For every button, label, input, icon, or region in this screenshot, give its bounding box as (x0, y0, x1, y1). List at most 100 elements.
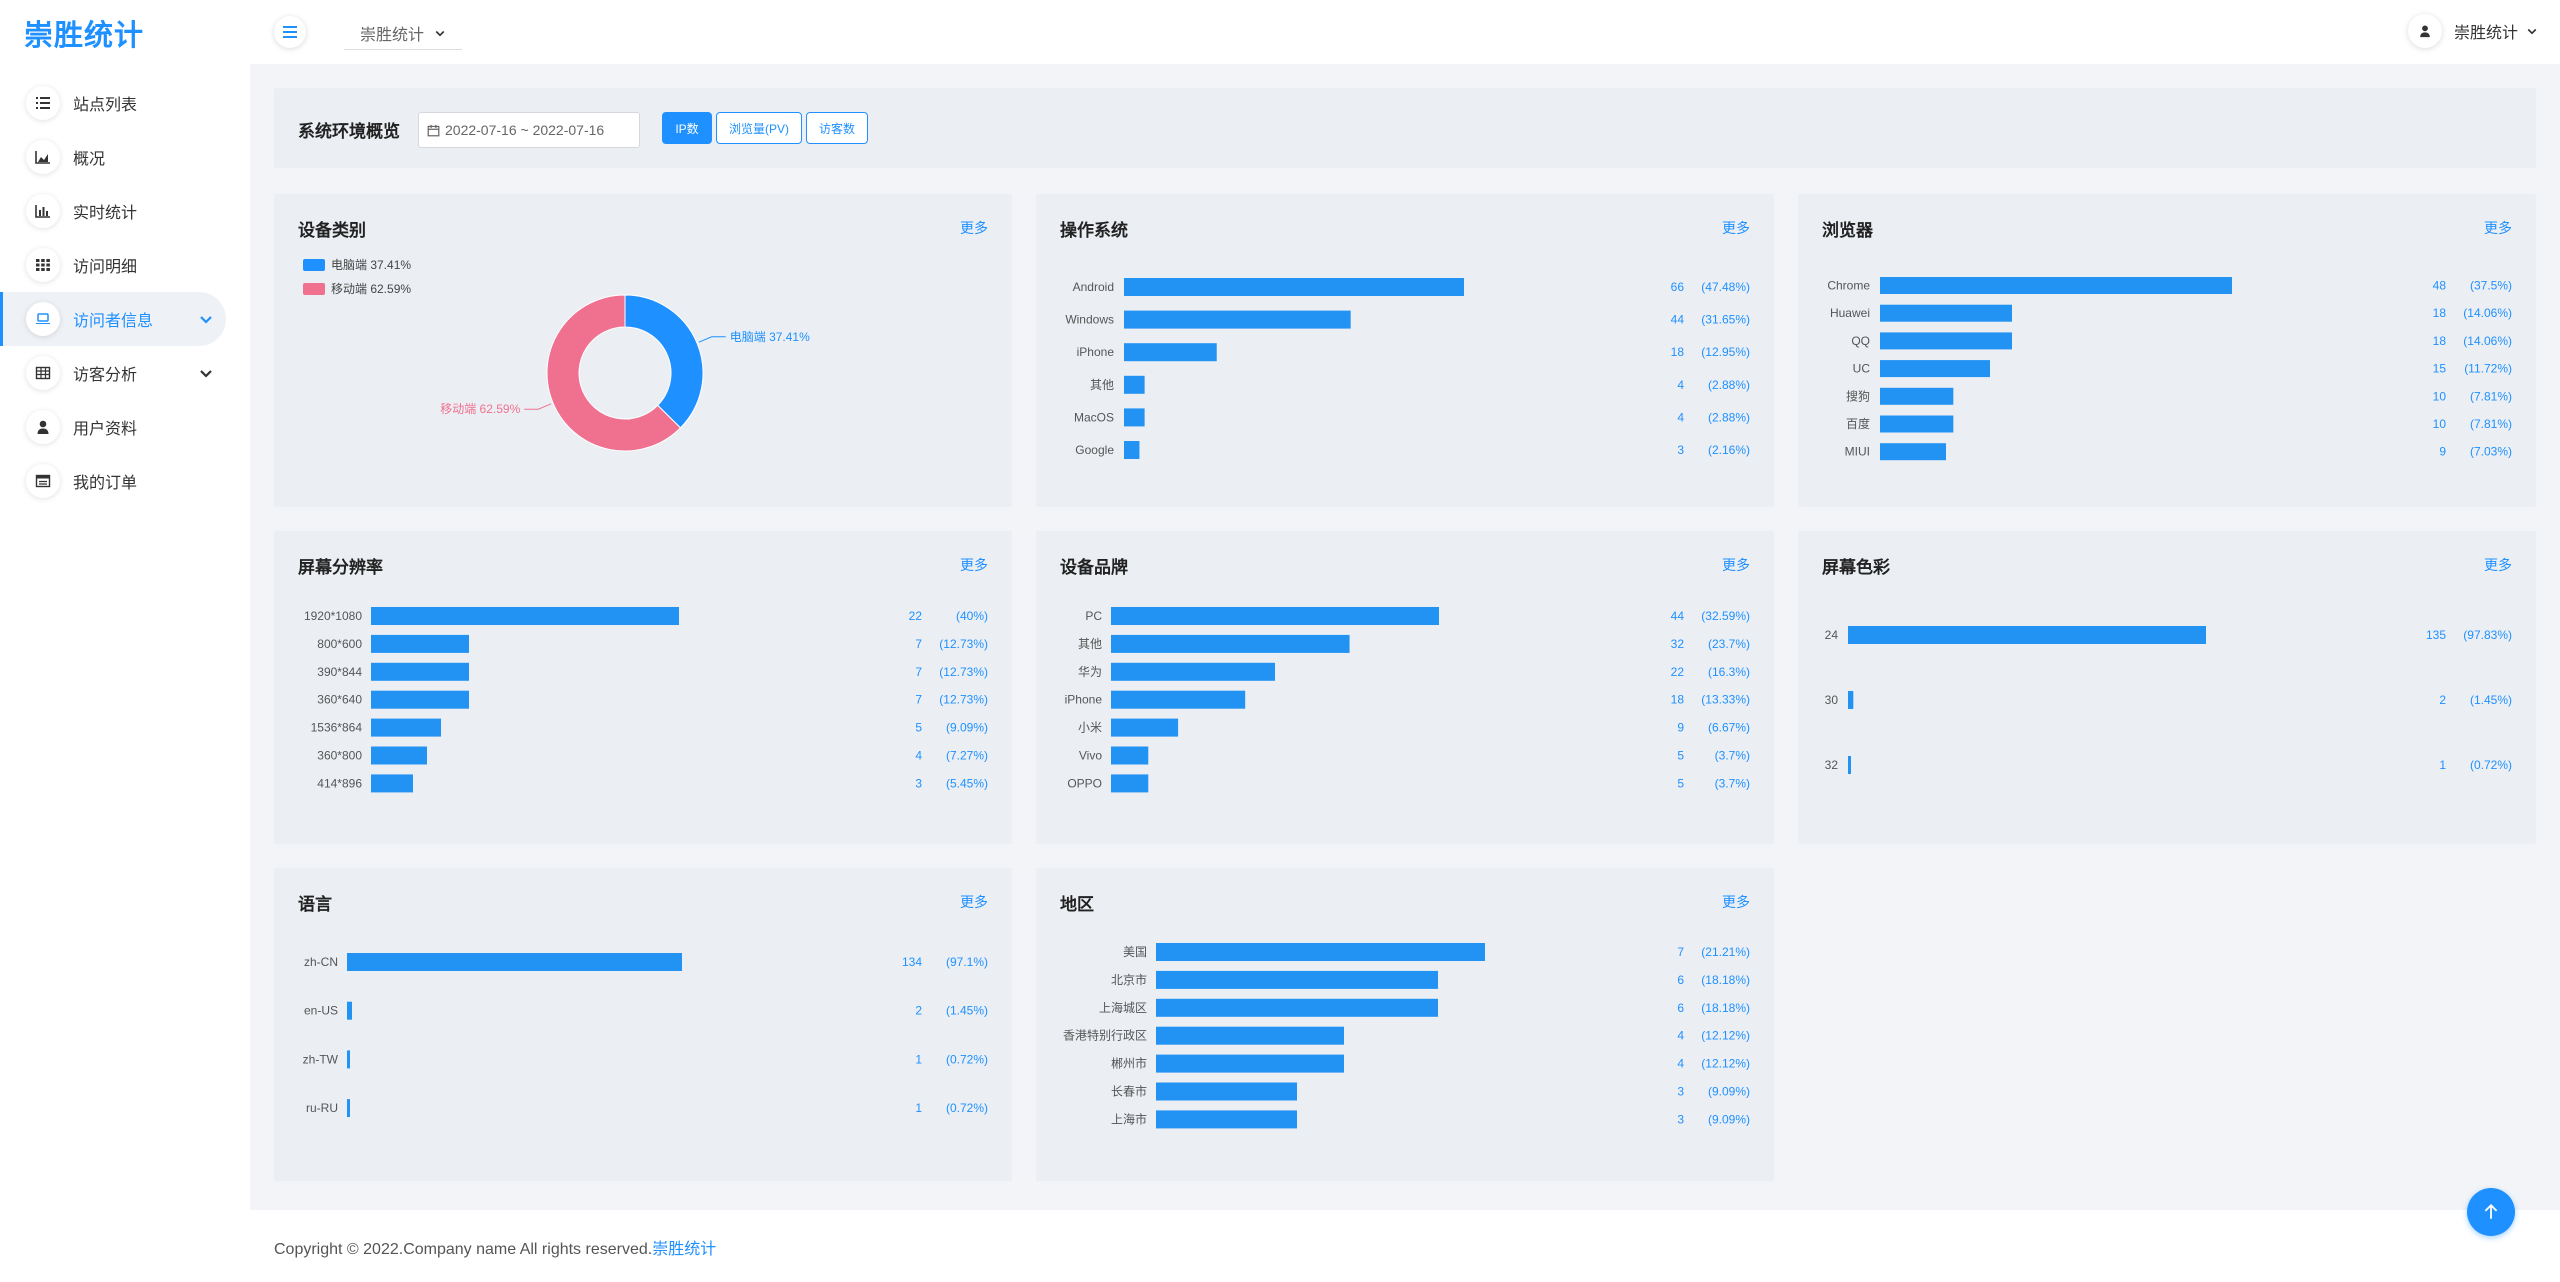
bar-percent-label: (5.45%) (946, 776, 988, 790)
bar-percent-label: (97.1%) (946, 955, 988, 969)
pageview-button[interactable]: 浏览量(PV) (716, 112, 802, 144)
bar-category-label: zh-TW (303, 1052, 339, 1066)
bar-category-label: MIUI (1845, 445, 1870, 459)
bar-value-label: 6 (1677, 1001, 1684, 1015)
bar-value-label: 48 (2433, 279, 2447, 293)
more-link[interactable]: 更多 (1722, 557, 1750, 573)
bar-percent-label: (12.12%) (1701, 1029, 1750, 1043)
bar (1156, 1082, 1297, 1101)
bar-category-label: Windows (1065, 313, 1114, 327)
bar (371, 718, 441, 737)
sidebar-item-overview[interactable]: 概况 (0, 130, 250, 184)
site-select-value: 崇胜统计 (360, 26, 425, 44)
bar-category-label: Android (1073, 280, 1114, 294)
more-link[interactable]: 更多 (960, 894, 988, 910)
bar-category-label: 32 (1825, 758, 1839, 772)
more-link[interactable]: 更多 (960, 557, 988, 573)
bar (1111, 774, 1149, 793)
sidebar-item-visitor-info[interactable]: 访问者信息 (0, 292, 250, 346)
more-link[interactable]: 更多 (2484, 220, 2512, 236)
bar-percent-label: (9.09%) (1708, 1112, 1750, 1126)
bar-value-label: 44 (1671, 609, 1685, 623)
bar (1111, 690, 1246, 709)
sidebar-item-label: 站点列表 (73, 97, 138, 114)
bar-value-label: 18 (2433, 334, 2447, 348)
bar-category-label: 百度 (1846, 416, 1870, 431)
card-title: 浏览器 (1822, 221, 1873, 240)
bar-value-label: 7 (915, 665, 922, 679)
hamburger-icon (283, 26, 297, 38)
sidebar-item-label: 访客分析 (73, 367, 138, 384)
sidebar-item-visitor-analysis[interactable]: 访客分析 (0, 346, 250, 400)
bar-percent-label: (40%) (956, 609, 988, 623)
bar-value-label: 135 (2426, 628, 2446, 642)
app-logo[interactable]: 崇胜统计 (24, 20, 145, 52)
bar-category-label: UC (1853, 362, 1871, 376)
more-link[interactable]: 更多 (960, 220, 988, 236)
footer-brand-link[interactable]: 崇胜统计 (652, 1241, 717, 1258)
menu-toggle-button[interactable] (274, 16, 306, 48)
bar (371, 774, 413, 793)
bar (1848, 756, 1851, 774)
bar (371, 662, 469, 681)
bar-percent-label: (2.88%) (1708, 378, 1750, 392)
bar (1156, 943, 1485, 961)
bar-category-label: 30 (1825, 693, 1839, 707)
more-link[interactable]: 更多 (1722, 894, 1750, 910)
sidebar-item-visit-detail[interactable]: 访问明细 (0, 238, 250, 292)
ip-count-button[interactable]: IP数 (662, 112, 712, 144)
bar-percent-label: (11.72%) (2464, 362, 2512, 376)
bar-percent-label: (0.72%) (2470, 758, 2512, 772)
bar-value-label: 4 (1677, 1029, 1684, 1043)
legend-swatch (303, 259, 325, 271)
sidebar-nav: 站点列表 概况 实时统计 访问明细 访问者信息 访客分析 用户资料 (0, 76, 250, 508)
sidebar-item-label: 我的订单 (73, 475, 138, 492)
sidebar-item-user-profile[interactable]: 用户资料 (0, 400, 250, 454)
bar-category-label: 其他 (1078, 637, 1102, 651)
bar (1111, 718, 1179, 737)
bar-percent-label: (18.18%) (1701, 1001, 1750, 1015)
bar-value-label: 22 (1671, 665, 1685, 679)
sidebar-item-my-orders[interactable]: 我的订单 (0, 454, 250, 508)
sidebar: 崇胜统计 站点列表 概况 实时统计 访问明细 访问者信息 访客分析 (0, 0, 250, 1282)
back-to-top-button[interactable] (2467, 1188, 2515, 1236)
bar-value-label: 3 (915, 776, 922, 790)
laptop-icon (26, 302, 60, 336)
bar-percent-label: (12.73%) (939, 693, 988, 707)
bar-percent-label: (32.59%) (1701, 609, 1750, 623)
bar-category-label: iPhone (1077, 345, 1115, 359)
user-icon (26, 410, 60, 444)
bar (1880, 443, 1946, 461)
chevron-down-icon (435, 30, 445, 36)
resolution-bar-chart: 1920*1080 22 (40%) 800*600 7 (12.73%) 390*844 7… (304, 607, 988, 793)
bar-category-label: 上海市 (1111, 1111, 1147, 1126)
bar-category-label: PC (1085, 609, 1102, 623)
bar (347, 953, 682, 971)
bar-value-label: 7 (1677, 945, 1684, 959)
bar-category-label: QQ (1851, 334, 1870, 348)
bar-percent-label: (7.81%) (2470, 417, 2512, 431)
bar (1124, 441, 1140, 459)
bar (1848, 626, 2206, 644)
sidebar-item-realtime[interactable]: 实时统计 (0, 184, 250, 238)
bar (371, 746, 427, 765)
more-link[interactable]: 更多 (2484, 557, 2512, 573)
bar-category-label: Google (1075, 443, 1114, 457)
bar-percent-label: (6.67%) (1708, 721, 1750, 735)
legend-label: 电脑端 37.41% (331, 258, 411, 272)
bar-category-label: 390*844 (317, 665, 362, 679)
bar-percent-label: (16.3%) (1708, 665, 1750, 679)
bar-value-label: 1 (2439, 758, 2446, 772)
browser-bar-chart: Chrome 48 (37.5%) Huawei 18 (14.06%) QQ 18 (14.0… (1827, 277, 2512, 461)
site-select[interactable]: 崇胜统计 (344, 16, 462, 50)
sidebar-item-label: 访问明细 (73, 259, 138, 276)
user-menu[interactable]: 崇胜统计 (2407, 14, 2538, 48)
date-range-input[interactable]: 2022-07-16 ~ 2022-07-16 (418, 112, 640, 148)
bar-category-label: 上海城区 (1099, 1000, 1147, 1015)
visitor-count-button[interactable]: 访客数 (806, 112, 868, 144)
bar-value-label: 2 (915, 1004, 922, 1018)
bar (1880, 277, 2232, 294)
more-link[interactable]: 更多 (1722, 220, 1750, 236)
sidebar-item-site-list[interactable]: 站点列表 (0, 76, 250, 130)
bar (371, 634, 469, 653)
